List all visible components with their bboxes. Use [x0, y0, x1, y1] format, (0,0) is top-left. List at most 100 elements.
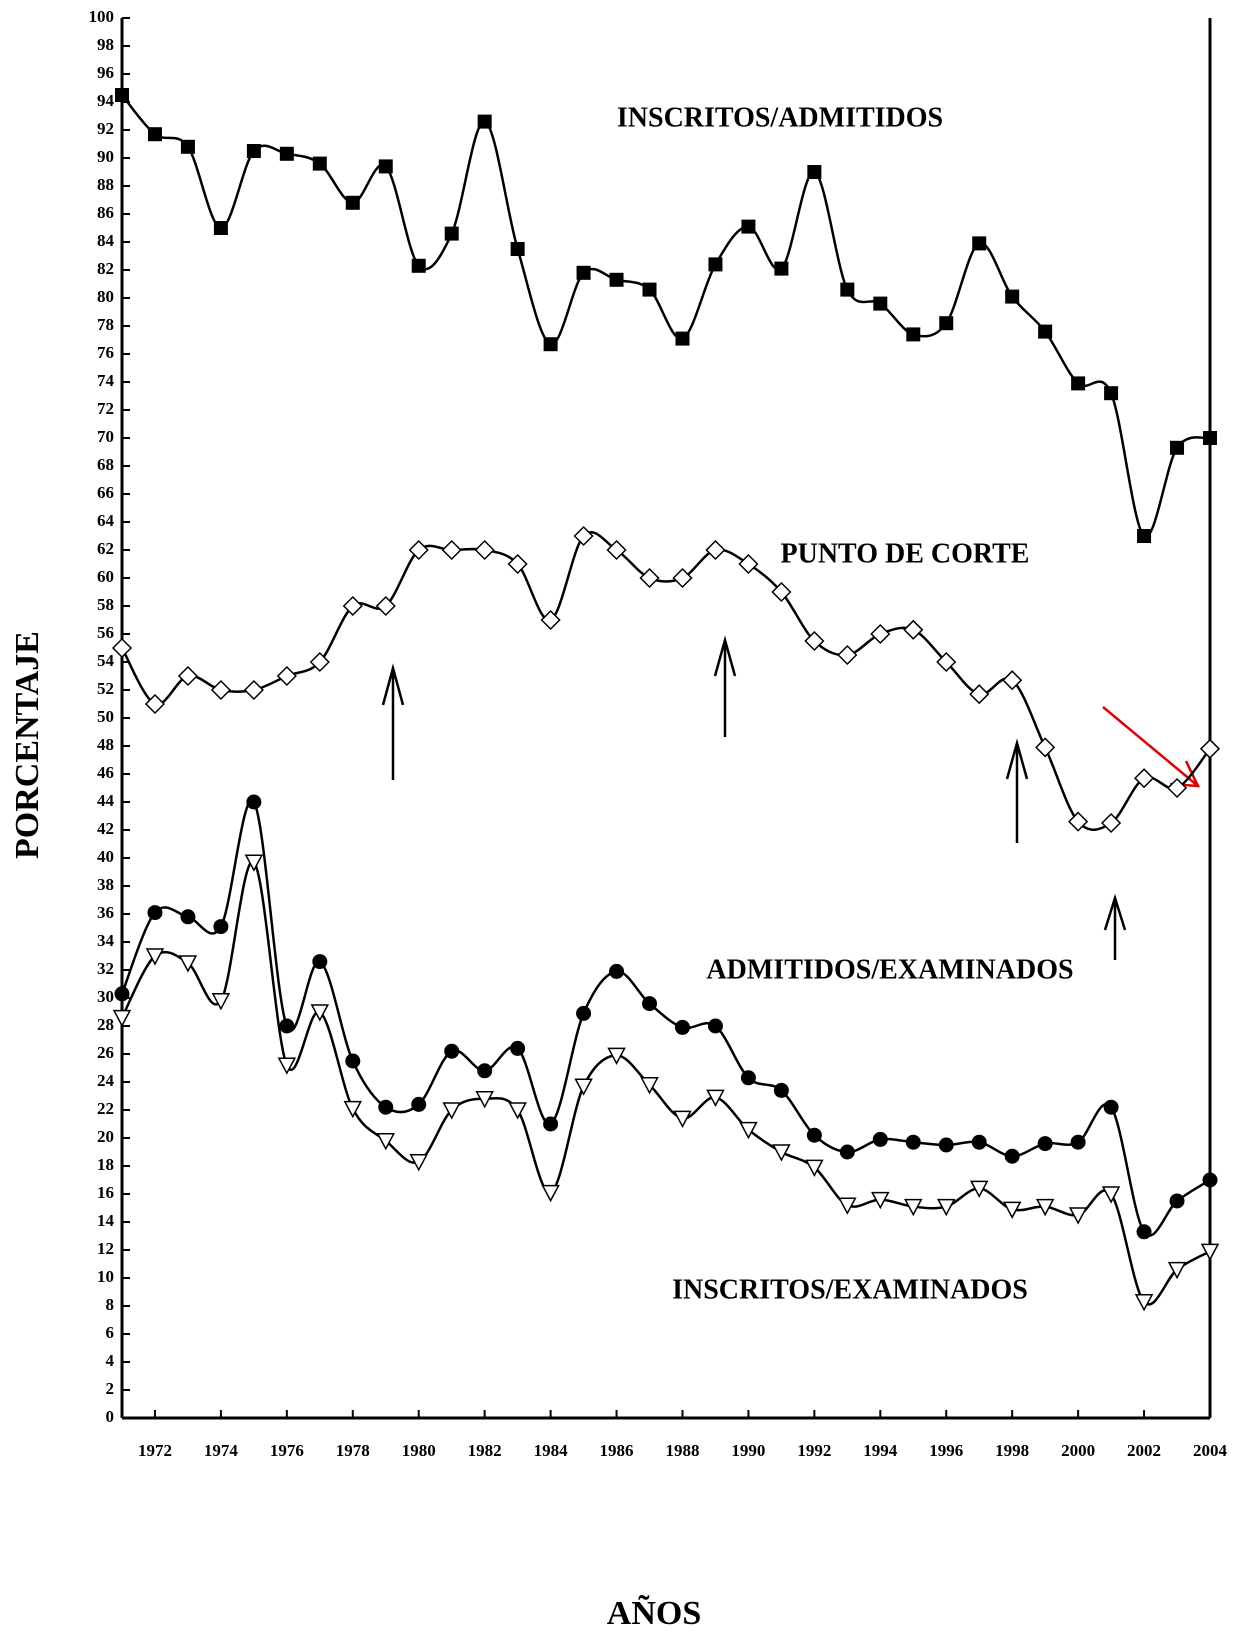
y-tick-label: 28	[97, 1015, 114, 1034]
marker	[939, 316, 954, 331]
series-line	[121, 94, 1211, 538]
marker	[1166, 777, 1188, 799]
y-tick-label: 22	[97, 1099, 114, 1118]
y-tick-label: 96	[97, 63, 114, 82]
x-tick-label: 1978	[336, 1441, 370, 1460]
marker	[707, 1018, 723, 1034]
y-tick-label: 74	[97, 371, 115, 390]
marker	[1068, 811, 1089, 832]
marker	[574, 1078, 593, 1096]
y-tick-label: 12	[97, 1239, 114, 1258]
arrow	[713, 635, 737, 737]
marker	[310, 1004, 330, 1022]
marker	[642, 996, 658, 1012]
marker	[609, 963, 625, 979]
marker	[510, 1040, 526, 1056]
marker	[675, 331, 690, 346]
marker	[442, 1102, 461, 1120]
series	[114, 794, 1218, 1240]
x-tick-label: 2002	[1127, 1441, 1161, 1460]
marker	[905, 1134, 921, 1150]
x-axis-title: AÑOS	[607, 1595, 701, 1632]
marker	[838, 1197, 857, 1215]
marker	[246, 794, 262, 810]
marker	[378, 159, 393, 174]
marker	[972, 236, 987, 251]
marker	[114, 986, 130, 1002]
marker	[477, 1063, 493, 1079]
marker	[246, 144, 261, 158]
marker	[444, 1043, 460, 1059]
arrow	[1103, 893, 1127, 960]
marker	[441, 539, 462, 561]
marker	[1035, 1198, 1055, 1217]
marker	[706, 1089, 725, 1107]
y-tick-label: 84	[97, 231, 115, 250]
marker	[1169, 1193, 1185, 1209]
marker	[375, 595, 396, 617]
y-tick-label: 20	[97, 1127, 114, 1146]
marker	[837, 644, 858, 666]
marker	[639, 567, 660, 589]
y-axis-title: PORCENTAJE	[9, 631, 46, 859]
marker	[705, 539, 726, 561]
marker	[345, 1053, 361, 1069]
marker	[279, 1018, 295, 1034]
marker	[147, 905, 163, 921]
marker	[474, 539, 495, 561]
y-tick-label: 48	[97, 735, 114, 754]
x-tick-label: 1988	[665, 1441, 699, 1460]
marker	[145, 948, 165, 966]
marker	[576, 265, 591, 280]
marker	[807, 165, 822, 179]
marker	[475, 1091, 494, 1109]
y-tick-label: 32	[97, 959, 114, 978]
marker	[177, 665, 198, 687]
marker	[408, 539, 429, 561]
series	[112, 854, 1220, 1312]
y-tick-label: 66	[97, 483, 114, 502]
marker	[771, 581, 792, 603]
x-tick-label: 1972	[138, 1441, 172, 1460]
y-tick-label: 6	[106, 1323, 115, 1342]
y-tick-label: 0	[106, 1407, 115, 1426]
x-tick-label: 2004	[1193, 1441, 1228, 1460]
x-tick-label: 1990	[731, 1441, 765, 1460]
marker	[971, 1134, 987, 1150]
marker	[573, 525, 594, 547]
y-tick-label: 76	[97, 343, 114, 362]
marker	[1200, 1243, 1220, 1261]
y-tick-label: 42	[97, 819, 114, 838]
y-tick-label: 68	[97, 455, 114, 474]
marker	[840, 282, 855, 297]
marker	[1202, 1172, 1218, 1188]
marker	[1134, 1294, 1154, 1312]
y-tick-label: 94	[97, 91, 115, 110]
series-line	[120, 531, 1211, 831]
marker	[510, 242, 525, 256]
y-tick-label: 46	[97, 763, 114, 782]
marker	[345, 195, 360, 210]
x-tick-label: 1984	[534, 1441, 569, 1460]
series	[115, 88, 1217, 543]
marker	[576, 1005, 592, 1021]
marker	[312, 954, 328, 970]
marker	[111, 637, 133, 659]
marker	[541, 1184, 560, 1203]
y-tick-label: 52	[97, 679, 114, 698]
marker	[178, 955, 198, 973]
y-tick-label: 36	[97, 903, 114, 922]
marker	[1004, 1148, 1020, 1164]
y-tick-label: 18	[97, 1155, 114, 1174]
arrows	[381, 635, 1201, 960]
marker	[1005, 289, 1020, 304]
marker	[1199, 738, 1221, 759]
marker	[906, 327, 921, 342]
series-line	[120, 860, 1211, 1306]
marker	[312, 156, 327, 171]
x-tick-label: 1986	[600, 1441, 634, 1460]
marker	[1035, 737, 1056, 758]
marker	[904, 1198, 923, 1217]
marker	[1038, 324, 1053, 339]
y-tick-label: 70	[97, 427, 114, 446]
